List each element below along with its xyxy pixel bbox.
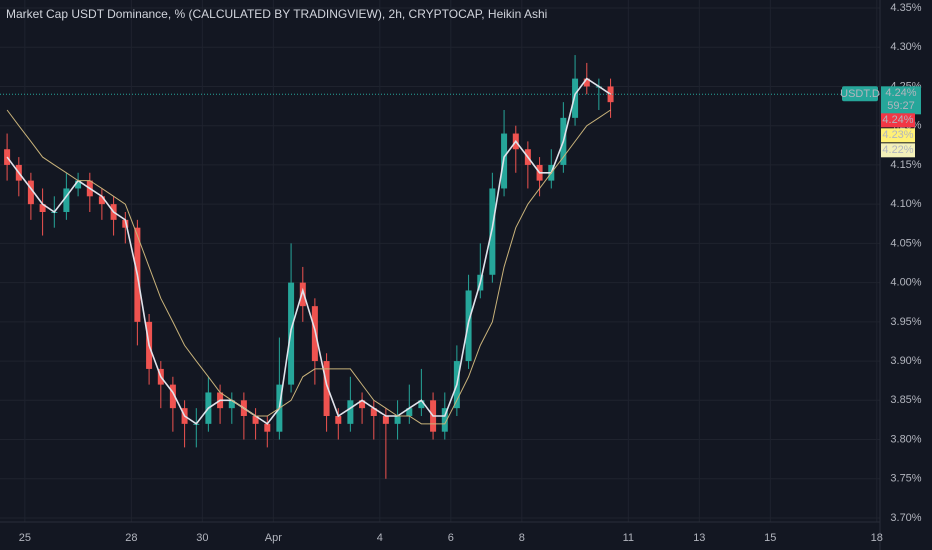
candle-body <box>489 188 496 275</box>
candle-body <box>394 416 401 424</box>
symbol-badge <box>842 86 878 102</box>
candle-body <box>323 361 330 416</box>
symbol-label: USDT.D <box>840 88 880 100</box>
candle-body <box>311 306 318 362</box>
candle-body <box>228 400 235 409</box>
x-tick-label: 6 <box>448 532 454 544</box>
countdown-label: 59:27 <box>887 100 915 112</box>
chart-title: Market Cap USDT Dominance, % (CALCULATED… <box>6 7 547 21</box>
candle-body <box>572 78 579 118</box>
x-tick-label: 11 <box>623 532 634 544</box>
price-marker <box>881 128 915 143</box>
candle-body <box>98 196 105 205</box>
x-tick-label: 8 <box>519 532 525 544</box>
candle-body <box>75 180 82 189</box>
candle-body <box>264 423 271 432</box>
x-tick-label: Apr <box>265 532 282 544</box>
moving-average <box>6 77 612 425</box>
candle-body <box>169 384 176 409</box>
price-marker-label: 4.23% <box>882 129 913 141</box>
candle-body <box>418 400 425 409</box>
candle-body <box>63 188 70 212</box>
candle-body <box>122 219 129 228</box>
candle-body <box>382 416 389 424</box>
price-marker-label: 4.24% <box>882 114 913 126</box>
y-tick-label: 3.75% <box>890 473 921 485</box>
x-tick-label: 13 <box>693 532 705 544</box>
y-tick-label: 4.05% <box>890 237 921 249</box>
candle-body <box>370 408 377 416</box>
moving-average <box>6 109 611 425</box>
price-marker <box>881 113 915 128</box>
price-badge <box>881 86 921 115</box>
candle-body <box>252 416 259 424</box>
price-marker <box>881 143 915 158</box>
y-tick-label: 4.15% <box>890 159 921 171</box>
y-tick-label: 4.35% <box>890 2 921 14</box>
candle-body <box>583 78 590 87</box>
price-label: 4.24% <box>885 87 916 99</box>
y-tick-label: 3.70% <box>890 512 921 524</box>
x-tick-label: 30 <box>196 532 208 544</box>
y-tick-label: 3.85% <box>890 394 921 406</box>
x-tick-label: 28 <box>125 532 137 544</box>
y-tick-label: 3.90% <box>890 355 921 367</box>
candle-body <box>27 180 34 205</box>
candle-body <box>39 204 46 212</box>
x-tick-label: 15 <box>764 532 776 544</box>
candle-body <box>335 416 342 424</box>
y-tick-label: 4.10% <box>890 198 921 210</box>
candle-body <box>347 400 354 424</box>
candle-body <box>441 408 448 432</box>
candle-body <box>359 400 366 409</box>
x-tick-label: 4 <box>377 532 383 544</box>
x-tick-label: 25 <box>19 532 31 544</box>
x-tick-label: 18 <box>871 532 883 544</box>
y-tick-label: 3.95% <box>890 316 921 328</box>
price-marker-label: 4.22% <box>882 144 913 156</box>
candle-body <box>299 282 306 307</box>
y-tick-label: 4.00% <box>890 277 921 289</box>
candle-body <box>406 408 413 416</box>
y-tick-label: 4.30% <box>890 41 921 53</box>
y-tick-label: 3.80% <box>890 433 921 445</box>
